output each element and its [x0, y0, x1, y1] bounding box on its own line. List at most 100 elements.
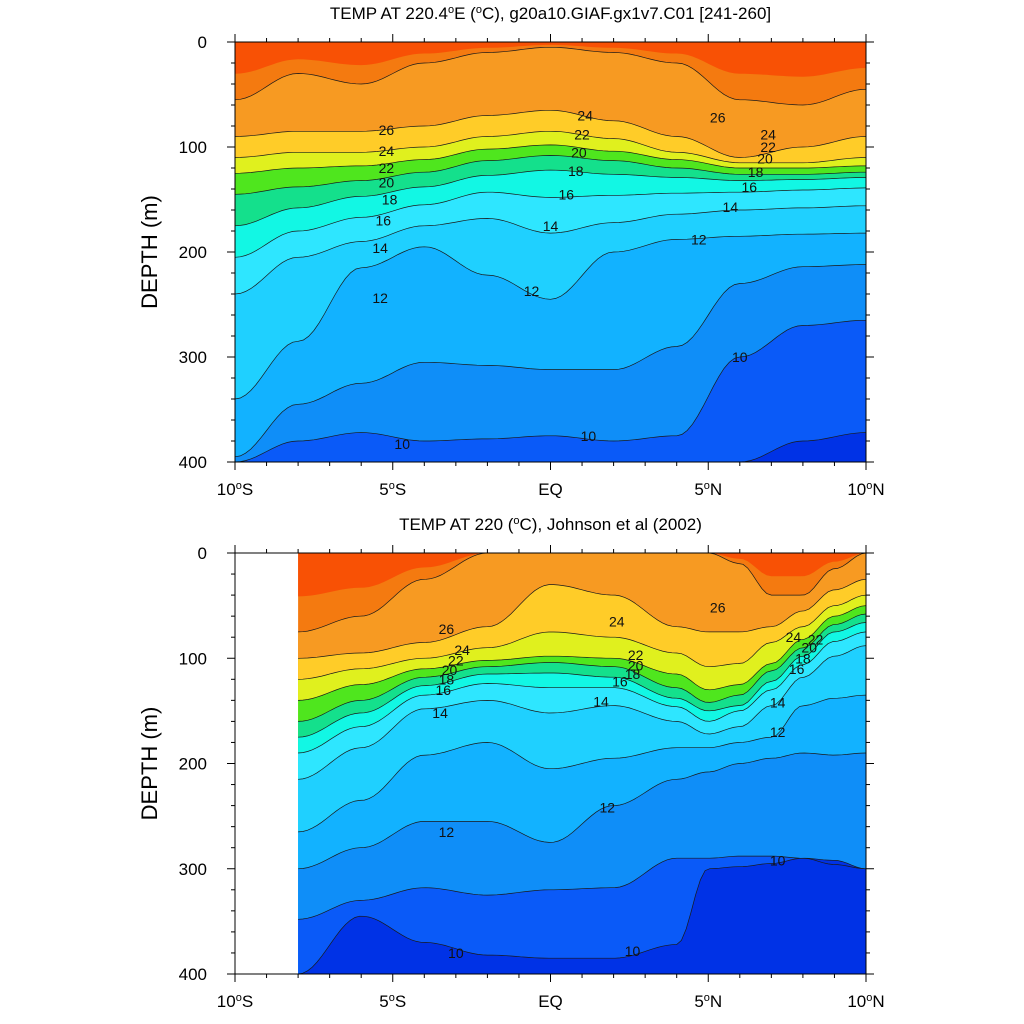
contour-label: 18 — [748, 164, 764, 180]
contour-label: 12 — [691, 231, 707, 247]
contour-label: 18 — [382, 192, 398, 208]
contour-line-11 — [234, 264, 866, 458]
contour-label: 24 — [379, 143, 395, 159]
contour-label: 22 — [808, 631, 824, 647]
warm-core-fill — [298, 553, 867, 597]
contour-label: 26 — [379, 122, 395, 138]
contour-label: 16 — [558, 186, 574, 202]
contour-label: 16 — [612, 673, 628, 689]
x-tick-label: 10oN — [847, 480, 884, 499]
contour-label: 10 — [732, 349, 748, 365]
contour-label: 14 — [372, 240, 388, 256]
contour-label: 22 — [628, 647, 644, 663]
x-tick-label: EQ — [538, 992, 563, 1011]
contour-label: 14 — [723, 199, 739, 215]
y-tick-label: 400 — [179, 453, 207, 472]
contour-label: 20 — [379, 175, 395, 191]
contour-label: 14 — [432, 705, 448, 721]
contour-label: 22 — [760, 139, 776, 155]
contour-label: 22 — [448, 652, 464, 668]
contour-line-18 — [298, 622, 867, 738]
contour-label: 18 — [568, 163, 584, 179]
contour-label: 24 — [454, 642, 470, 658]
isotherm-band-9 — [235, 432, 866, 462]
contour-label: 12 — [524, 283, 540, 299]
contour-line-22 — [298, 605, 867, 701]
y-tick-label: 400 — [179, 965, 207, 984]
contour-label: 14 — [593, 693, 609, 709]
contour-label: 20 — [571, 144, 587, 160]
contour-line-24 — [298, 594, 867, 680]
contour-line-16 — [234, 187, 867, 258]
contour-label: 20 — [801, 640, 817, 656]
isotherm-band-9 — [298, 858, 867, 974]
y-tick-label: 100 — [179, 138, 207, 157]
contour-label: 24 — [577, 108, 593, 124]
contour-label: 26 — [439, 621, 455, 637]
contour-line-20 — [234, 155, 866, 195]
contour-label: 10 — [581, 428, 597, 444]
top-panel-model: 2624222018161412102422201816141210121416… — [137, 4, 885, 499]
y-tick-label: 100 — [179, 649, 207, 668]
contour-label: 26 — [710, 110, 726, 126]
contour-label: 12 — [439, 824, 455, 840]
contour-label: 14 — [770, 694, 786, 710]
y-axis-label: DEPTH (m) — [137, 195, 162, 309]
contour-label: 20 — [757, 151, 773, 167]
y-tick-label: 300 — [179, 348, 207, 367]
contour-line-27 — [234, 46, 867, 106]
contour-label: 16 — [741, 179, 757, 195]
contour-line-18 — [234, 169, 866, 227]
x-tick-label: 10oN — [847, 992, 884, 1011]
x-tick-label: 5oS — [379, 992, 406, 1011]
x-tick-label: 5oN — [694, 992, 722, 1011]
contour-label: 10 — [625, 943, 641, 959]
y-axis-label: DEPTH (m) — [137, 707, 162, 821]
x-tick-label: 10oS — [217, 480, 253, 499]
warm-core-fill — [235, 42, 866, 77]
contour-label: 24 — [760, 126, 776, 142]
contour-label: 10 — [394, 436, 410, 452]
contour-label: 12 — [600, 800, 616, 816]
contour-line-12 — [234, 232, 866, 400]
x-tick-label: EQ — [538, 480, 563, 499]
contour-line-14 — [298, 645, 867, 780]
y-tick-label: 300 — [179, 860, 207, 879]
panel-title: TEMP AT 220.4oE (oC), g20a10.GIAF.gx1v7.… — [330, 4, 771, 23]
contour-line-9 — [298, 857, 867, 975]
x-tick-label: 5oN — [694, 480, 722, 499]
y-tick-label: 0 — [198, 33, 207, 52]
contour-label: 22 — [379, 160, 395, 176]
contour-label: 10 — [448, 945, 464, 961]
contour-label: 24 — [786, 629, 802, 645]
contour-label: 18 — [795, 650, 811, 666]
contour-line-26 — [234, 109, 867, 158]
contour-label: 14 — [543, 218, 559, 234]
contour-label: 22 — [574, 126, 590, 142]
contour-label: 20 — [442, 662, 458, 678]
y-tick-label: 0 — [198, 544, 207, 563]
contour-label: 12 — [372, 290, 388, 306]
contour-label: 20 — [628, 658, 644, 674]
contour-line-20 — [298, 613, 867, 722]
contour-line-26 — [298, 578, 867, 659]
contour-label: 12 — [770, 724, 786, 740]
contour-label: 18 — [439, 671, 455, 687]
contour-line-14 — [234, 205, 866, 295]
contour-label: 16 — [375, 213, 391, 229]
x-tick-label: 5oS — [379, 480, 406, 499]
contour-line-12 — [298, 694, 867, 833]
contour-line-10 — [234, 319, 866, 463]
isotherm-band-10 — [235, 320, 866, 462]
contour-label: 10 — [770, 852, 786, 868]
y-tick-label: 200 — [179, 243, 207, 262]
contour-line-16 — [298, 631, 867, 754]
contour-line-24 — [234, 130, 867, 164]
contour-label: 16 — [789, 661, 805, 677]
x-tick-label: 10oS — [217, 992, 253, 1011]
contour-label: 16 — [435, 682, 451, 698]
contour-line-10 — [298, 855, 867, 920]
contour-label: 26 — [710, 600, 726, 616]
